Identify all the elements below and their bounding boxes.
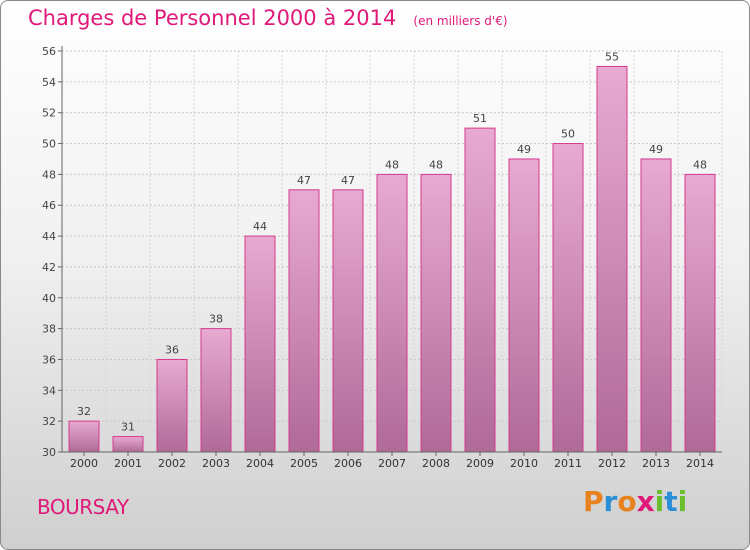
data-label: 51 — [473, 112, 487, 125]
chart-unit: (en milliers d'€) — [413, 14, 508, 28]
x-tick-label: 2013 — [642, 457, 670, 470]
data-label: 49 — [649, 143, 663, 156]
x-tick-label: 2004 — [246, 457, 274, 470]
x-tick-label: 2014 — [686, 457, 714, 470]
x-tick-label: 2003 — [202, 457, 230, 470]
y-tick-label: 44 — [42, 230, 56, 243]
y-tick-label: 30 — [42, 446, 56, 459]
data-label: 48 — [429, 158, 443, 171]
y-tick-label: 48 — [42, 168, 56, 181]
logo-letter: o — [617, 485, 637, 518]
x-tick-label: 2010 — [510, 457, 538, 470]
data-label: 50 — [561, 128, 575, 141]
bar — [288, 189, 320, 453]
data-label: 48 — [385, 158, 399, 171]
y-tick-label: 38 — [42, 323, 56, 336]
data-label: 32 — [77, 405, 91, 418]
bar — [508, 158, 540, 453]
axes: 30 32 34 36 38 40 42 44 46 48 50 52 54 56 2000 2001 2002… — [42, 45, 722, 470]
x-tick-label: 2001 — [114, 457, 142, 470]
data-label: 31 — [121, 421, 135, 434]
logo-letter: r — [603, 485, 618, 518]
y-tick-label: 50 — [42, 138, 56, 151]
data-label: 47 — [341, 174, 355, 187]
data-label: 48 — [693, 158, 707, 171]
bar — [244, 235, 276, 453]
bar — [640, 158, 672, 453]
bar — [684, 173, 716, 453]
bar — [200, 328, 232, 453]
y-tick-label: 42 — [42, 261, 56, 274]
x-tick-label: 2009 — [466, 457, 494, 470]
logo-letter: i — [654, 485, 665, 518]
bars: 32 31 36 38 44 47 47 48 48 51 49 50 55 49 48 — [68, 50, 716, 453]
bar — [112, 436, 144, 453]
y-tick-label: 54 — [42, 76, 56, 89]
y-tick-label: 34 — [42, 384, 56, 397]
y-tick-label: 46 — [42, 199, 56, 212]
x-tick-label: 2005 — [290, 457, 318, 470]
title-row: Charges de Personnel 2000 à 2014 (en mil… — [28, 6, 508, 30]
x-tick-label: 2011 — [554, 457, 582, 470]
bar — [68, 420, 100, 453]
logo-letter: P — [583, 485, 604, 518]
y-tick-label: 32 — [42, 415, 56, 428]
bar — [464, 127, 496, 453]
bar — [420, 173, 452, 453]
y-tick-label: 52 — [42, 107, 56, 120]
bar — [376, 173, 408, 453]
data-label: 38 — [209, 313, 223, 326]
logo-letter: x — [636, 485, 655, 518]
y-tick-label: 40 — [42, 292, 56, 305]
x-tick-label: 2012 — [598, 457, 626, 470]
bar — [596, 65, 628, 453]
x-tick-label: 2002 — [158, 457, 186, 470]
x-tick-label: 2008 — [422, 457, 450, 470]
bar — [332, 189, 364, 453]
x-tick-label: 2007 — [378, 457, 406, 470]
x-tick-label: 2006 — [334, 457, 362, 470]
city-name: BOURSAY — [37, 495, 129, 519]
data-label: 44 — [253, 220, 267, 233]
brand-logo: Proxiti — [583, 485, 687, 518]
y-tick-label: 56 — [42, 45, 56, 58]
chart-title: Charges de Personnel 2000 à 2014 — [28, 6, 397, 30]
bar — [552, 143, 584, 453]
bar — [156, 358, 188, 453]
data-label: 49 — [517, 143, 531, 156]
data-label: 36 — [165, 343, 179, 356]
y-tick-label: 36 — [42, 353, 56, 366]
data-label: 55 — [605, 50, 619, 63]
x-tick-label: 2000 — [70, 457, 98, 470]
data-label: 47 — [297, 174, 311, 187]
logo-letter: i — [677, 485, 688, 518]
logo-letter: t — [664, 485, 678, 518]
